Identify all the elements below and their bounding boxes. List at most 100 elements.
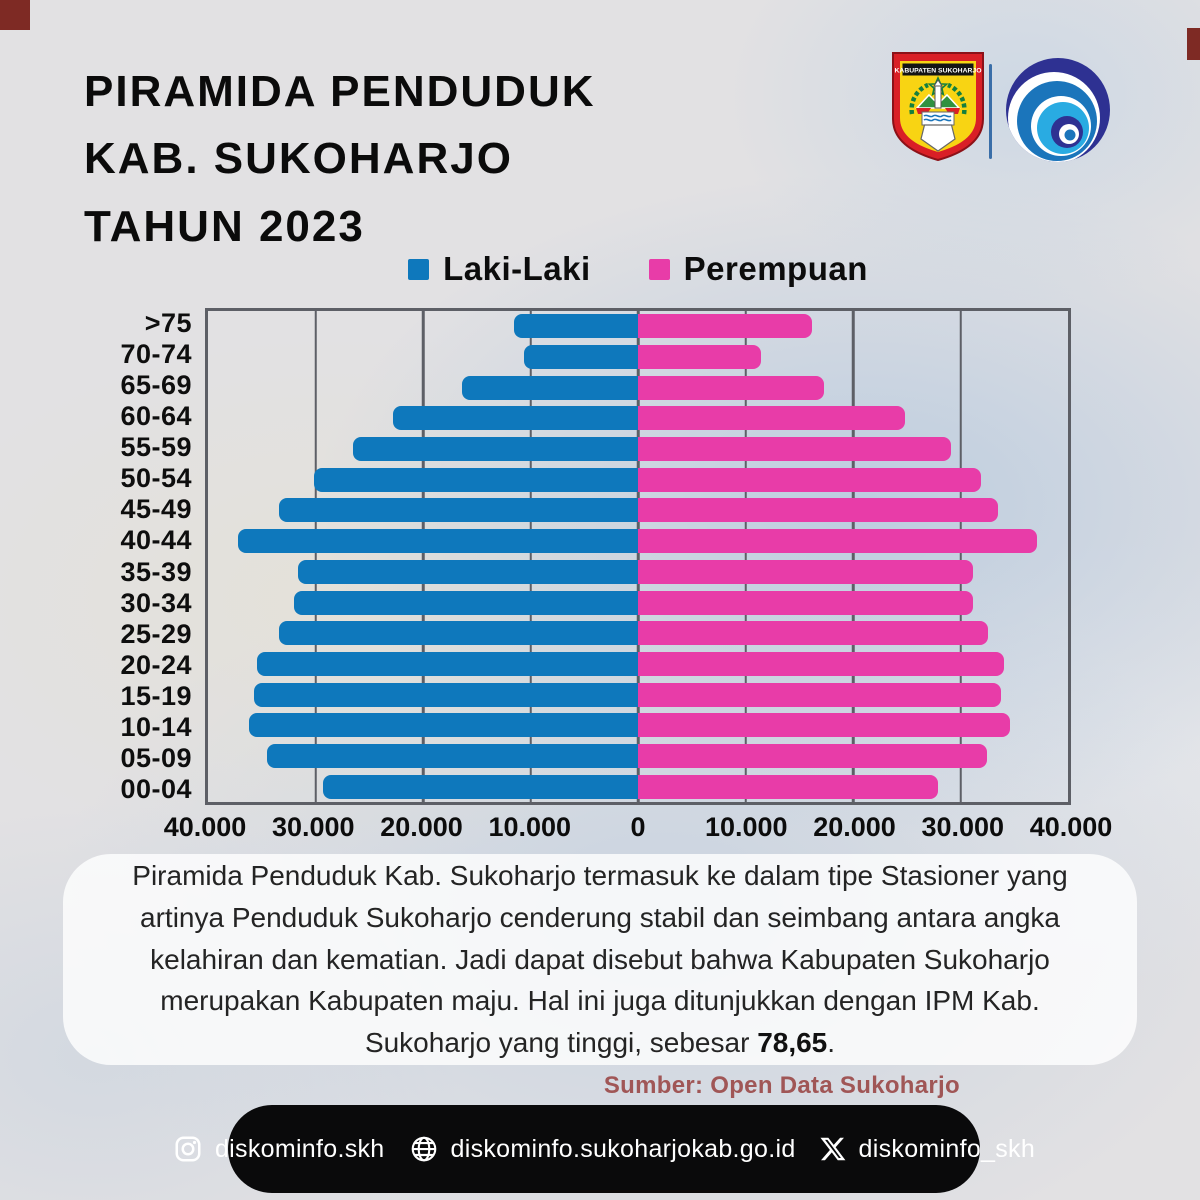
x-tick-label: 30.000 bbox=[921, 812, 1005, 842]
age-label: 25-29 bbox=[120, 618, 192, 649]
pyramid-row-gt75 bbox=[208, 311, 1068, 342]
male-bar-10-14 bbox=[248, 713, 638, 738]
x-tick-label: 10.000 bbox=[704, 812, 788, 842]
male-bar-70-74 bbox=[524, 345, 638, 370]
male-bar-gt75 bbox=[514, 314, 638, 339]
age-label: 70-74 bbox=[120, 339, 192, 370]
female-bar-00-04 bbox=[638, 774, 938, 799]
female-bar-50-54 bbox=[638, 467, 981, 492]
title-line-1: PIRAMIDA PENDUDUK bbox=[84, 67, 596, 116]
male-bar-50-54 bbox=[314, 467, 638, 492]
legend-label: Perempuan bbox=[683, 250, 868, 287]
male-bar-05-09 bbox=[267, 743, 638, 768]
gridline bbox=[636, 311, 640, 802]
age-label: 45-49 bbox=[120, 494, 192, 525]
legend-label: Laki-Laki bbox=[443, 250, 591, 287]
age-label: 00-04 bbox=[120, 773, 192, 804]
description-text: Piramida Penduduk Kab. Sukoharjo termasu… bbox=[111, 855, 1089, 1064]
source-note: Sumber: Open Data Sukoharjo bbox=[603, 1072, 960, 1099]
gridline bbox=[959, 311, 962, 802]
age-label: 30-34 bbox=[120, 587, 192, 618]
female-bar-05-09 bbox=[638, 743, 988, 768]
kominfo-logo bbox=[1006, 58, 1110, 162]
female-bar-15-19 bbox=[638, 682, 1002, 707]
age-label: 50-54 bbox=[120, 463, 192, 494]
male-bar-65-69 bbox=[461, 375, 638, 400]
female-bar-30-34 bbox=[638, 590, 974, 615]
male-bar-60-64 bbox=[392, 406, 638, 431]
female-bar-55-59 bbox=[638, 437, 951, 462]
age-label: 40-44 bbox=[120, 525, 192, 556]
gridline bbox=[421, 311, 425, 802]
pyramid-row-60-64 bbox=[208, 403, 1068, 434]
x-tick-label: 30.000 bbox=[271, 812, 355, 842]
logo-divider bbox=[989, 64, 992, 159]
age-axis-labels: >75 70-74 65-69 60-64 55-59 50-54 45-49 40-44 35… bbox=[0, 308, 192, 805]
pyramid-row-10-14 bbox=[208, 710, 1068, 741]
male-bar-15-19 bbox=[254, 682, 638, 707]
footer-link-instagram[interactable]: diskominfo.skh bbox=[173, 1134, 385, 1164]
gridline bbox=[529, 311, 532, 802]
legend-swatch bbox=[648, 258, 670, 280]
x-tick-label: 0 bbox=[630, 812, 646, 842]
age-label: 05-09 bbox=[120, 742, 192, 773]
crest-banner-text: KABUPATEN SUKOHARJO bbox=[895, 68, 982, 75]
age-label: 20-24 bbox=[120, 649, 192, 680]
legend-item-perempuan: Perempuan bbox=[648, 250, 868, 288]
x-twitter-icon bbox=[819, 1136, 847, 1163]
page-title: PIRAMIDA PENDUDUK KAB. SUKOHARJO TAHUN 2… bbox=[84, 58, 596, 260]
pyramid-row-15-19 bbox=[208, 679, 1068, 710]
chart-legend: Laki-Laki Perempuan bbox=[205, 250, 1071, 288]
female-bar-45-49 bbox=[638, 498, 999, 523]
age-label: 60-64 bbox=[120, 401, 192, 432]
pyramid-rows bbox=[208, 311, 1068, 802]
age-label: 10-14 bbox=[120, 711, 192, 742]
footer-link-label: diskominfo_skh bbox=[858, 1134, 1036, 1163]
female-bar-40-44 bbox=[638, 529, 1037, 554]
age-label: 15-19 bbox=[120, 680, 192, 711]
x-tick-label: 20.000 bbox=[813, 812, 896, 842]
description-suffix: . bbox=[827, 1027, 836, 1059]
globe-icon bbox=[409, 1134, 439, 1164]
pyramid-row-20-24 bbox=[208, 649, 1068, 680]
x-tick-label: 40.000 bbox=[163, 812, 247, 842]
male-bar-20-24 bbox=[257, 651, 638, 676]
female-bar-65-69 bbox=[638, 375, 825, 400]
female-bar-25-29 bbox=[638, 621, 989, 646]
male-bar-30-34 bbox=[294, 590, 638, 615]
pyramid-row-40-44 bbox=[208, 526, 1068, 557]
description-panel: Piramida Penduduk Kab. Sukoharjo termasu… bbox=[63, 854, 1137, 1065]
corner-accent bbox=[1187, 28, 1200, 60]
male-bar-55-59 bbox=[353, 437, 638, 462]
footer-link-label: diskominfo.skh bbox=[214, 1134, 385, 1163]
ipm-value: 78,65 bbox=[757, 1027, 828, 1059]
pyramid-row-45-49 bbox=[208, 495, 1068, 526]
male-bar-00-04 bbox=[322, 774, 638, 799]
x-tick-label: 40.000 bbox=[1029, 812, 1113, 842]
age-label: 55-59 bbox=[120, 432, 192, 463]
gridline bbox=[314, 311, 317, 802]
age-label: >75 bbox=[144, 308, 192, 339]
description-body: Piramida Penduduk Kab. Sukoharjo termasu… bbox=[132, 860, 1068, 1059]
footer-link-x[interactable]: diskominfo_skh bbox=[819, 1134, 1036, 1164]
male-bar-45-49 bbox=[278, 498, 638, 523]
age-label: 65-69 bbox=[120, 370, 192, 401]
legend-item-laki-laki: Laki-Laki bbox=[408, 250, 591, 288]
age-label: 35-39 bbox=[120, 556, 192, 587]
pyramid-row-30-34 bbox=[208, 587, 1068, 618]
gridline bbox=[744, 311, 747, 802]
pyramid-row-65-69 bbox=[208, 372, 1068, 403]
female-bar-35-39 bbox=[638, 559, 974, 584]
female-bar-60-64 bbox=[638, 406, 905, 431]
footer-link-globe[interactable]: diskominfo.sukoharjokab.go.id bbox=[409, 1134, 796, 1164]
female-bar-70-74 bbox=[638, 345, 761, 370]
x-tick-label: 20.000 bbox=[380, 812, 463, 842]
male-bar-35-39 bbox=[298, 559, 638, 584]
pyramid-row-00-04 bbox=[208, 771, 1068, 802]
pyramid-row-70-74 bbox=[208, 342, 1068, 373]
female-bar-10-14 bbox=[638, 713, 1010, 738]
female-bar-gt75 bbox=[638, 314, 813, 339]
male-bar-25-29 bbox=[278, 621, 638, 646]
footer-link-label: diskominfo.sukoharjokab.go.id bbox=[450, 1134, 796, 1163]
pyramid-row-55-59 bbox=[208, 434, 1068, 465]
